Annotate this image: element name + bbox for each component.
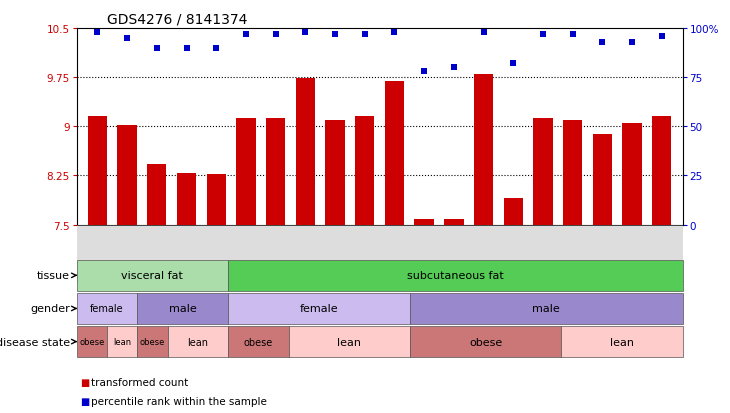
Point	[656, 33, 668, 40]
Text: ■: ■	[80, 377, 90, 387]
Point	[537, 31, 549, 38]
Text: lean: lean	[188, 337, 208, 347]
Bar	[118, 126, 137, 225]
Text: lean: lean	[337, 337, 361, 347]
Bar	[207, 175, 226, 225]
Bar	[237, 119, 256, 225]
Text: GDS4276 / 8141374: GDS4276 / 8141374	[107, 12, 247, 26]
Text: percentile rank within the sample: percentile rank within the sample	[91, 396, 267, 406]
Text: male: male	[532, 304, 560, 314]
Text: ■: ■	[80, 396, 90, 406]
Text: gender: gender	[31, 304, 70, 314]
Text: visceral fat: visceral fat	[121, 271, 183, 281]
Bar	[593, 135, 612, 225]
Bar	[177, 173, 196, 225]
Point	[181, 45, 193, 52]
Point	[566, 31, 578, 38]
Bar	[474, 75, 493, 225]
Point	[359, 31, 371, 38]
Bar	[266, 119, 285, 225]
Point	[477, 29, 489, 36]
Text: disease state: disease state	[0, 337, 70, 347]
Bar	[147, 165, 166, 225]
Text: subcutaneous fat: subcutaneous fat	[407, 271, 504, 281]
Text: obese: obese	[79, 337, 104, 346]
Point	[418, 69, 430, 75]
Point	[388, 29, 400, 36]
Bar	[652, 117, 672, 225]
Bar	[326, 121, 345, 225]
Point	[596, 39, 608, 46]
Point	[151, 45, 163, 52]
Bar	[623, 124, 642, 225]
Point	[210, 45, 222, 52]
Point	[448, 65, 460, 71]
Bar	[415, 220, 434, 225]
Text: obese: obese	[469, 337, 502, 347]
Point	[270, 31, 282, 38]
Point	[329, 31, 341, 38]
Point	[626, 39, 638, 46]
Bar	[563, 121, 583, 225]
Text: female: female	[300, 304, 338, 314]
Bar	[504, 199, 523, 225]
Text: tissue: tissue	[37, 271, 70, 281]
Text: lean: lean	[610, 337, 634, 347]
Text: obese: obese	[244, 337, 273, 347]
Point	[91, 29, 103, 36]
Text: lean: lean	[113, 337, 131, 346]
Text: female: female	[90, 304, 124, 314]
Point	[121, 36, 133, 42]
Text: male: male	[169, 304, 196, 314]
Bar	[296, 78, 315, 225]
Point	[240, 31, 252, 38]
Bar	[385, 82, 404, 225]
Bar	[355, 117, 374, 225]
Point	[507, 61, 519, 67]
Point	[299, 29, 311, 36]
Text: transformed count: transformed count	[91, 377, 188, 387]
Bar	[534, 119, 553, 225]
Bar	[88, 117, 107, 225]
Bar	[444, 220, 464, 225]
Text: obese: obese	[139, 337, 165, 346]
